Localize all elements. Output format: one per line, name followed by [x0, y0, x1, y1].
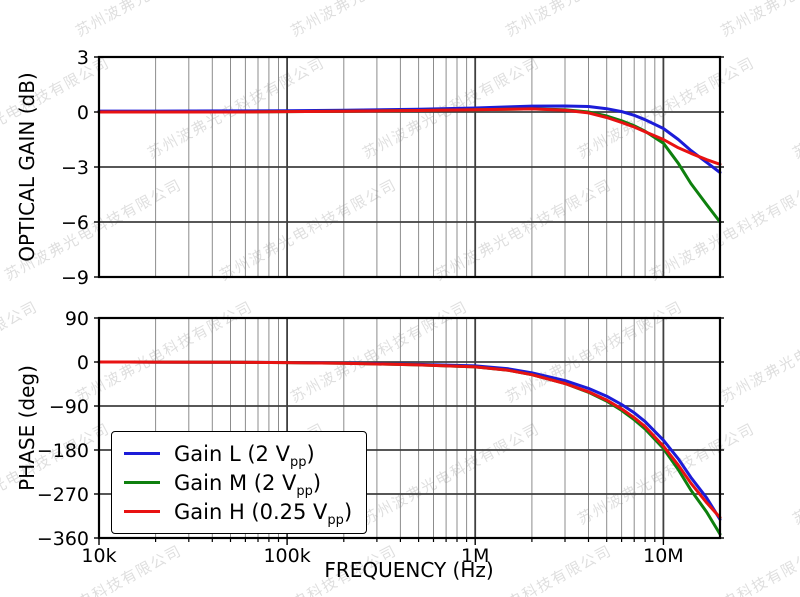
watermark-text: 苏州波弗光电科技有限公司: [0, 0, 41, 41]
legend-label-text: Gain L (2 V: [174, 441, 290, 466]
svg-text:10M: 10M: [643, 545, 684, 567]
svg-text:100k: 100k: [263, 545, 310, 567]
svg-text:0: 0: [77, 102, 89, 124]
legend-label-subscript: pp: [296, 483, 313, 499]
legend-row-gain-h: Gain H (0.25 Vpp): [124, 497, 353, 527]
svg-text:−9: −9: [61, 267, 89, 289]
legend-line-sample-gain-m: [124, 480, 160, 485]
svg-text:−3: −3: [61, 157, 89, 179]
gain-y-axis-label: OPTICAL GAIN (dB): [15, 72, 39, 262]
svg-text:10k: 10k: [81, 545, 116, 567]
series-gain-h-0-25-vpp: [97, 107, 722, 166]
plot-frame: [97, 55, 722, 279]
legend-line-sample-gain-l: [124, 451, 160, 456]
grid-major: [98, 56, 720, 278]
svg-text:3: 3: [77, 47, 89, 69]
legend-row-gain-l: Gain L (2 Vpp): [124, 439, 352, 469]
watermark-text: 苏州波弗光电科技有限公司: [502, 0, 687, 41]
legend-label-subscript: pp: [289, 454, 307, 470]
y-tick-labels: 90 0 −90 −180 −270 −360: [37, 308, 89, 550]
legend-label-text: ): [306, 441, 315, 466]
watermark-text: 苏州波弗光电科技有限公司: [789, 53, 800, 163]
watermark-text: 苏州波弗光电科技有限公司: [72, 0, 257, 41]
legend-label-text: ): [312, 470, 322, 495]
legend-label-subscript: pp: [327, 512, 344, 528]
watermark-text: 苏州波弗光电科技有限公司: [717, 0, 800, 41]
series-gain-h-0-25-vpp: [97, 360, 722, 519]
grid-minor: [155, 318, 656, 538]
y-tick-labels: 3 0 −3 −6 −9: [61, 47, 89, 289]
series-gain-l-2-vpp: [97, 104, 722, 174]
legend-label-text: Gain M (2 V: [174, 470, 297, 495]
svg-text:−6: −6: [61, 212, 89, 234]
optical-gain-chart: 3 0 −3 −6 −9: [61, 47, 724, 289]
watermark-text: 苏州波弗光电科技有限公司: [789, 419, 800, 529]
svg-text:1M: 1M: [461, 545, 489, 567]
legend-line-sample-gain-h: [124, 509, 160, 514]
svg-text:−90: −90: [49, 396, 89, 418]
legend: Gain L (2 Vpp) Gain M (2 Vpp) Gain H (0.…: [111, 431, 368, 534]
legend-label-text: ): [343, 499, 353, 524]
svg-text:90: 90: [65, 308, 89, 330]
legend-label-gain-h: Gain H (0.25 Vpp): [174, 499, 353, 527]
x-tick-labels: 10k 100k 1M 10M: [81, 545, 683, 567]
svg-text:−270: −270: [37, 484, 89, 506]
legend-row-gain-m: Gain M (2 Vpp): [124, 468, 352, 498]
legend-label-gain-l: Gain L (2 Vpp): [174, 441, 315, 469]
svg-text:0: 0: [77, 352, 89, 374]
watermark-text: 苏州波弗光电科技有限公司: [287, 0, 472, 41]
svg-text:−360: −360: [37, 528, 89, 550]
x-axis-label: FREQUENCY (Hz): [324, 558, 494, 582]
legend-label-gain-m: Gain M (2 Vpp): [174, 470, 322, 498]
watermark-text: 苏州波弗光电科技有限公司: [717, 297, 800, 407]
plot-frame: [97, 316, 722, 540]
legend-label-text: Gain H (0.25 V: [174, 499, 328, 524]
phase-y-axis-label: PHASE (deg): [15, 365, 39, 491]
svg-text:−180: −180: [37, 440, 89, 462]
